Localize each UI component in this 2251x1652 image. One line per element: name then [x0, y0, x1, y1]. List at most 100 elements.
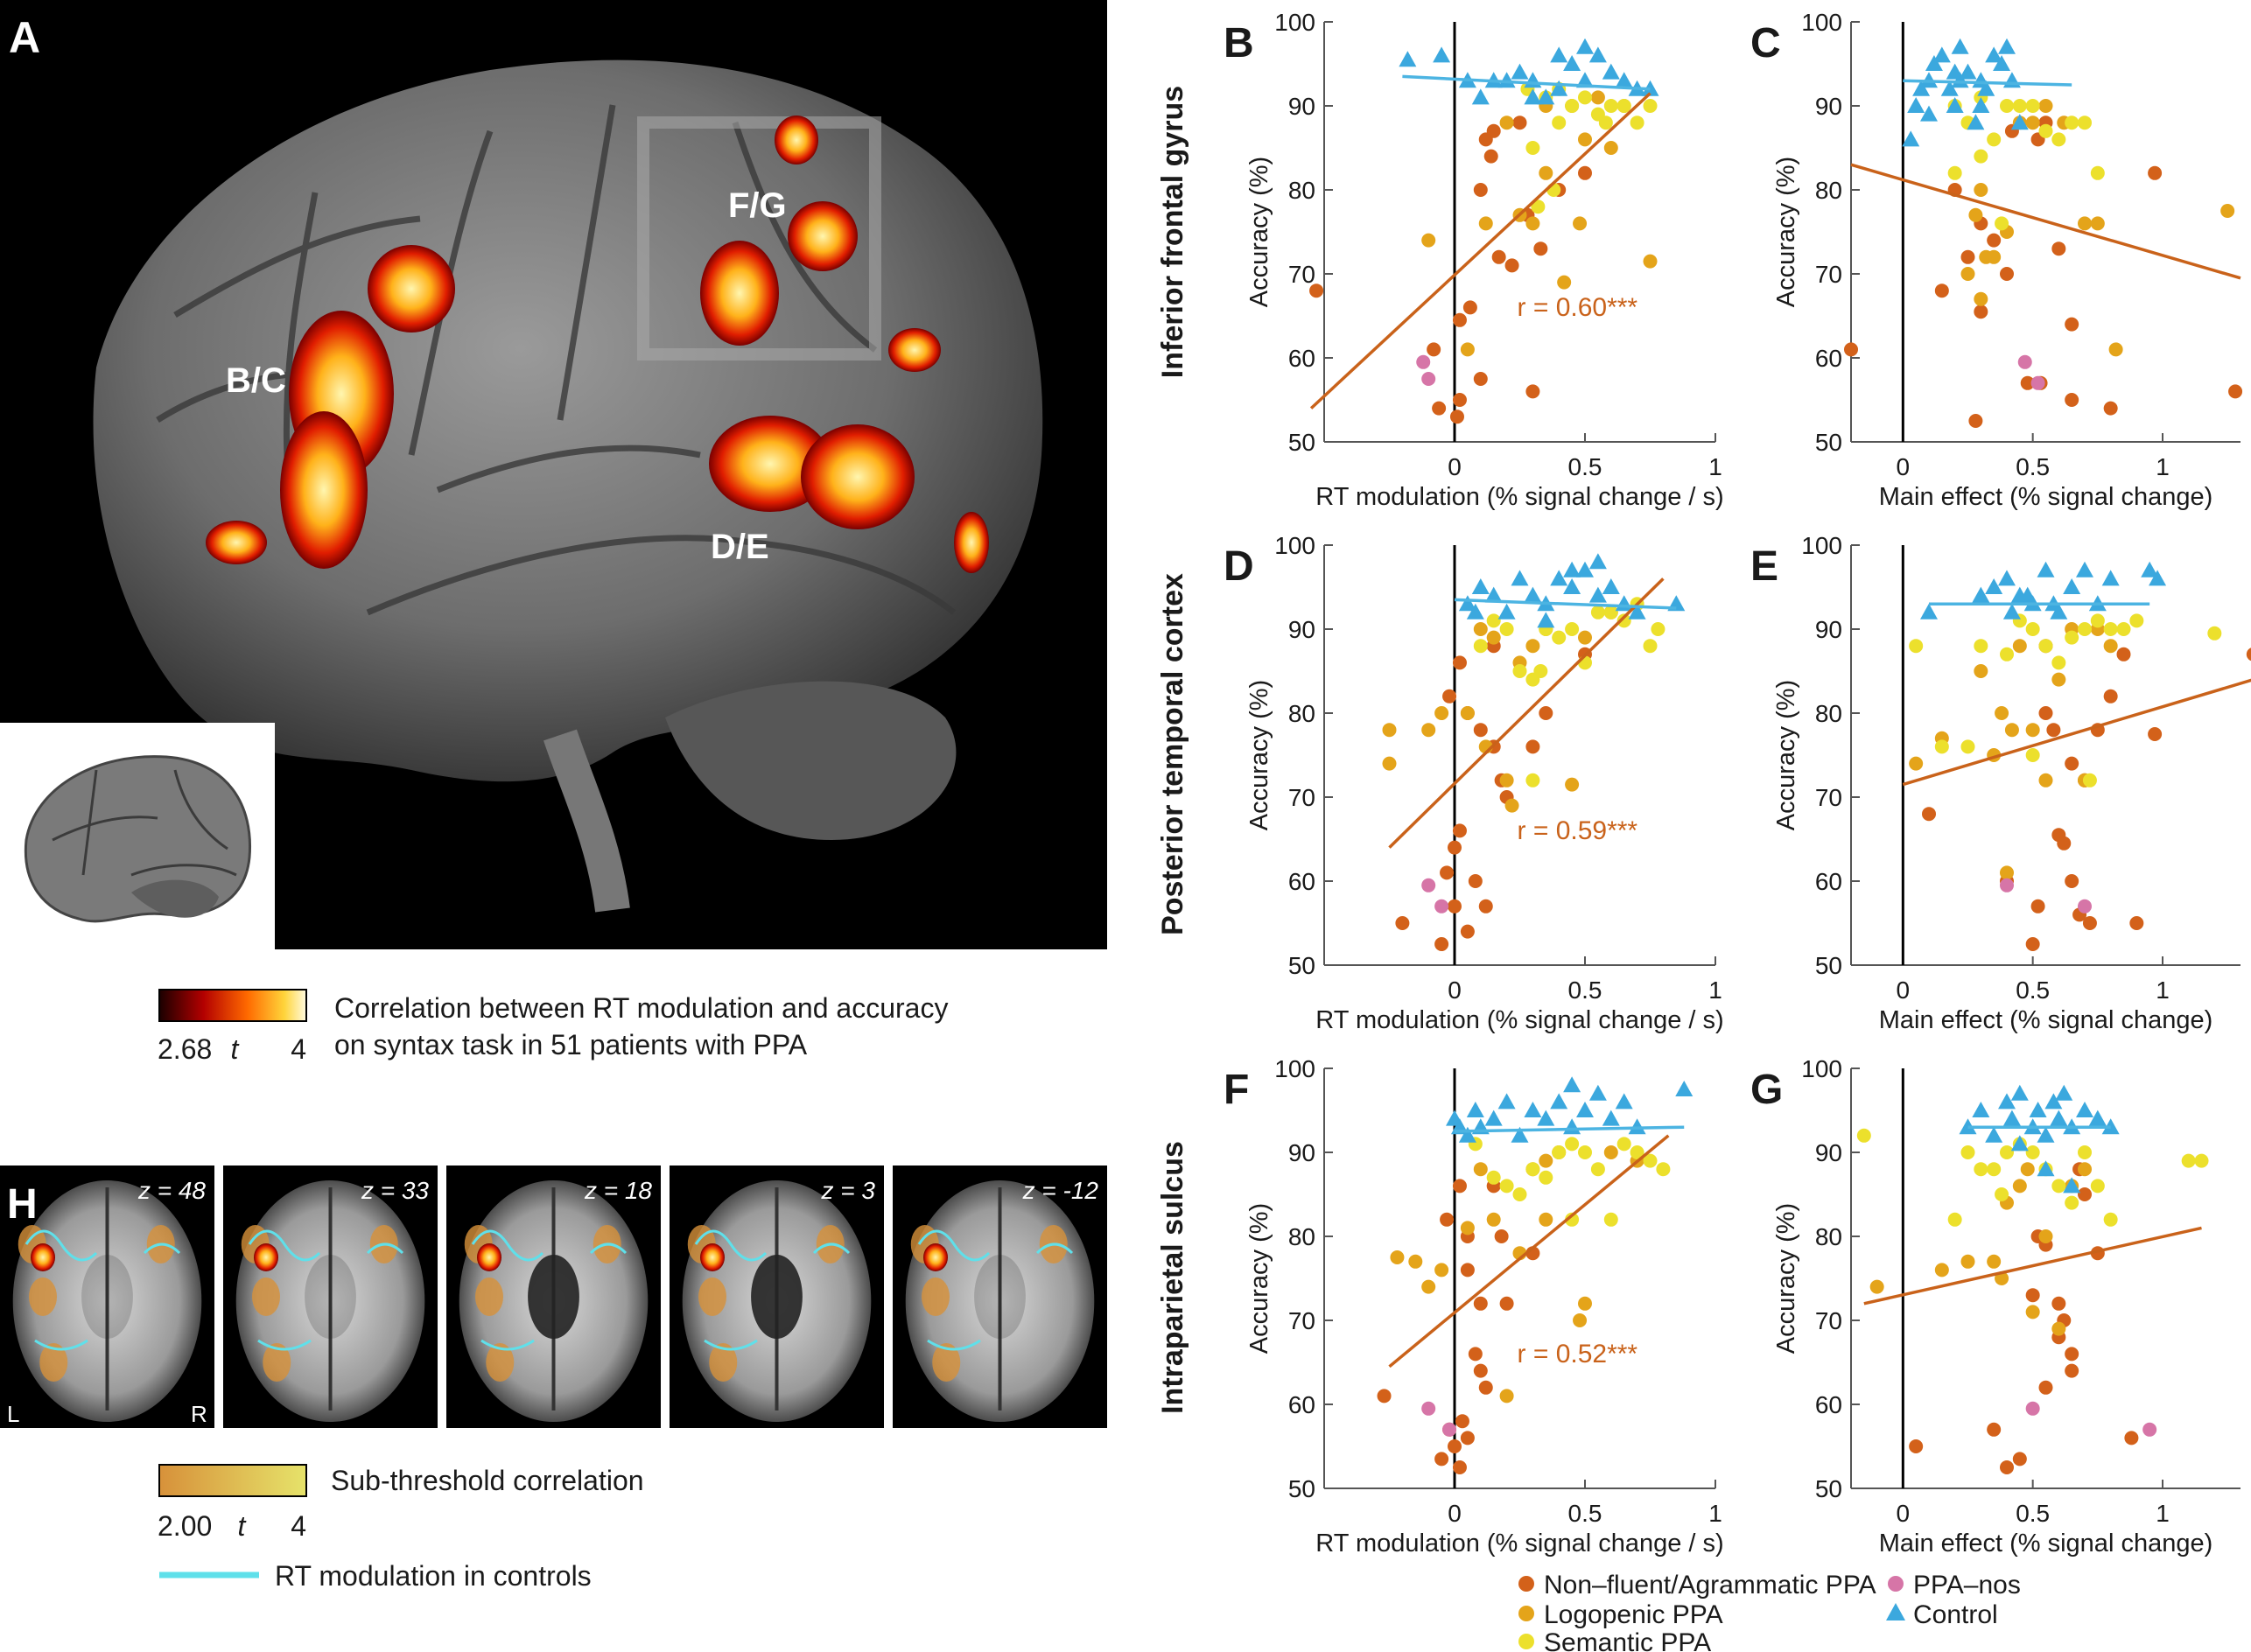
y-tick-label: 60	[1288, 1391, 1315, 1418]
point-lpa	[1578, 132, 1592, 147]
point-spa	[1960, 739, 1975, 754]
colorbar-main-min: 2.68	[158, 1033, 212, 1065]
point-nfa	[1478, 899, 1493, 914]
point-spa	[2090, 613, 2105, 628]
point-control	[1932, 46, 1951, 63]
point-nfa	[2065, 317, 2079, 332]
point-control	[2063, 578, 2081, 594]
patient-fit-line	[1388, 1134, 1670, 1368]
inset-brain	[0, 723, 275, 956]
point-spa	[2078, 116, 2092, 130]
point-control	[2055, 1084, 2073, 1101]
colorbar-main-max: 4	[291, 1033, 306, 1065]
point-control	[1602, 1110, 1620, 1126]
point-spa	[1533, 664, 1548, 678]
point-nos	[2025, 1401, 2040, 1416]
point-control	[1550, 570, 1568, 586]
x-axis-label: Main effect (% signal change)	[1879, 1530, 2213, 1558]
slice-ventricle	[81, 1255, 133, 1339]
colorbar-main-gradient	[158, 989, 307, 1022]
point-lpa	[1974, 183, 1988, 197]
point-spa	[1616, 613, 1631, 628]
point-lpa	[1573, 216, 1588, 231]
point-control	[1497, 603, 1516, 620]
point-nfa	[1909, 1439, 1924, 1453]
point-spa	[2038, 639, 2053, 654]
y-tick-label: 60	[1815, 345, 1842, 372]
point-lpa	[1421, 723, 1436, 738]
point-lpa	[2038, 773, 2053, 788]
point-control	[2002, 1110, 2021, 1126]
point-spa	[1499, 1179, 1514, 1194]
point-nfa	[1473, 723, 1488, 738]
point-nfa	[2038, 706, 2053, 720]
scatter-panel-f: F 50 60 70 80 90 100 0 0.5 1 RT modulation (% sign…	[1224, 1055, 1724, 1558]
point-nfa	[1434, 1452, 1449, 1466]
activation-blob	[254, 1243, 278, 1271]
colorbar-sub: 2.00 t 4 Sub-threshold correlation	[158, 1464, 644, 1542]
point-nfa	[2103, 401, 2118, 416]
y-tick-label: 70	[1815, 784, 1842, 811]
point-nfa	[1440, 865, 1455, 880]
colorbar-sub-min: 2.00	[158, 1510, 212, 1542]
point-control	[1902, 130, 1920, 147]
subthreshold-blob	[263, 1343, 291, 1382]
colorbar-sub-caption: Sub-threshold correlation	[331, 1465, 644, 1496]
legend-label-control: Control	[1913, 1600, 1998, 1629]
controls-outline	[25, 1229, 181, 1351]
point-spa	[1486, 1170, 1501, 1185]
point-nfa	[1460, 1431, 1475, 1446]
point-nfa	[1460, 1263, 1475, 1278]
point-control	[1920, 105, 1938, 122]
patient-fit-line	[1902, 678, 2251, 787]
point-control	[1524, 72, 1542, 88]
point-nfa	[2116, 647, 2131, 662]
point-lpa	[1909, 756, 1924, 771]
inset-frame	[0, 723, 275, 956]
point-spa	[1995, 216, 2009, 231]
point-nfa	[2148, 165, 2163, 180]
y-axis-label: Accuracy (%)	[1245, 680, 1273, 830]
y-axis-label: Accuracy (%)	[1245, 1203, 1273, 1354]
point-nfa	[2078, 1187, 2092, 1201]
row-label-ifg: Inferior frontal gyrus	[1156, 86, 1189, 378]
point-nfa	[2051, 1296, 2066, 1311]
point-nfa	[1427, 342, 1441, 357]
point-spa	[1539, 1170, 1553, 1185]
axial-slice: z = 3	[670, 1166, 884, 1428]
point-control	[1998, 38, 2016, 54]
point-nfa	[1432, 401, 1447, 416]
point-nfa	[2065, 393, 2079, 407]
colorbar-main-caption-1: Correlation between RT modulation and ac…	[334, 992, 948, 1024]
point-control	[1458, 1126, 1476, 1143]
point-control	[2029, 1102, 2047, 1117]
point-spa	[2000, 99, 2014, 113]
point-control	[1602, 63, 1620, 80]
x-tick-label: 0.5	[1568, 453, 1602, 480]
point-spa	[1616, 1137, 1631, 1152]
point-nfa	[2051, 242, 2066, 256]
point-spa	[1552, 630, 1567, 645]
point-spa	[1974, 1162, 1988, 1177]
point-spa	[1630, 116, 1644, 130]
region-label-de: D/E	[711, 528, 769, 566]
point-lpa	[1499, 116, 1514, 130]
point-control	[1675, 1081, 1694, 1096]
point-control	[1433, 46, 1451, 63]
point-control	[1588, 586, 1607, 603]
point-control	[2018, 586, 2037, 603]
point-spa	[1603, 605, 1618, 620]
point-control	[1511, 63, 1529, 80]
point-lpa	[2020, 1162, 2035, 1177]
y-tick-label: 90	[1288, 616, 1315, 643]
point-lpa	[2025, 723, 2040, 738]
slice-right-label: R	[191, 1401, 207, 1427]
point-spa	[2082, 773, 2097, 788]
point-lpa	[2103, 639, 2118, 654]
point-control	[1497, 72, 1516, 88]
point-control	[1537, 612, 1555, 628]
slice-ventricle	[974, 1255, 1026, 1339]
point-lpa	[1960, 1254, 1975, 1269]
point-nos	[1434, 899, 1449, 914]
point-nfa	[1448, 840, 1462, 855]
